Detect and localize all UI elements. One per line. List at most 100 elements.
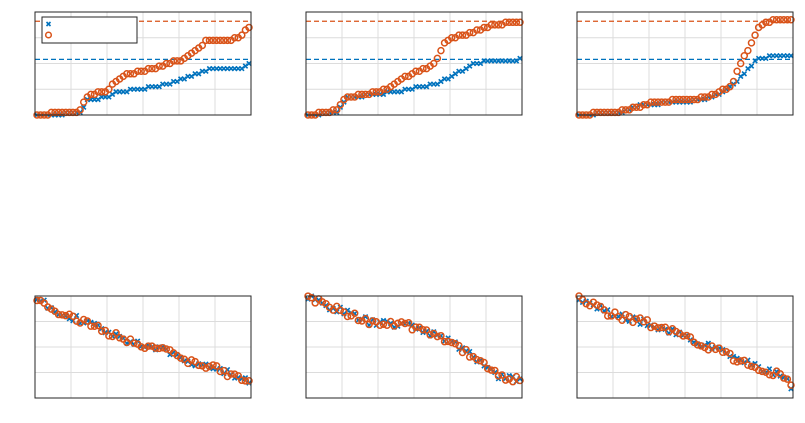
data-point-o <box>726 82 734 91</box>
data-point-o <box>629 103 637 112</box>
data-point-o <box>61 311 70 320</box>
data-point-o <box>780 15 788 24</box>
data-point-o <box>776 15 784 24</box>
data-point-o <box>491 21 499 29</box>
data-point-o <box>611 308 619 316</box>
data-point-o <box>376 321 384 330</box>
data-point-o <box>412 323 420 331</box>
data-point-o <box>162 345 171 353</box>
data-point-o <box>361 90 370 99</box>
data-point-o <box>343 312 352 321</box>
data-point-o <box>729 77 738 86</box>
data-point-o <box>787 381 795 389</box>
legend-marker-x <box>45 21 52 27</box>
data-point-o <box>498 371 506 379</box>
data-point-o <box>697 342 705 350</box>
data-point-o <box>654 324 662 332</box>
data-point-o <box>762 18 770 27</box>
data-point-o <box>401 319 409 328</box>
data-point-o <box>758 367 767 376</box>
data-point-o <box>101 326 110 335</box>
data-point-o <box>747 362 756 371</box>
data-point-o <box>401 72 409 81</box>
data-point-o <box>202 36 210 45</box>
data-point-o <box>776 370 784 378</box>
data-point-o <box>701 93 709 101</box>
data-point-o <box>397 318 406 326</box>
data-point-o <box>650 98 659 106</box>
data-point-o <box>76 106 84 114</box>
data-point-o <box>693 341 702 349</box>
data-point-o <box>97 327 106 335</box>
data-point-o <box>87 322 95 330</box>
data-point-o <box>137 343 145 351</box>
data-point-o <box>483 364 492 373</box>
data-point-o <box>216 367 225 376</box>
series-2 <box>33 296 253 385</box>
data-point-o <box>336 100 345 109</box>
data-point-o <box>747 39 756 47</box>
data-point-o <box>220 36 228 45</box>
data-point-o <box>347 93 355 101</box>
data-point-o <box>238 376 246 385</box>
data-point-o <box>462 345 470 354</box>
data-point-o <box>340 308 348 316</box>
data-point-o <box>647 323 655 332</box>
data-point-o <box>318 298 327 306</box>
data-point-o <box>708 90 716 99</box>
legend-box <box>41 16 138 44</box>
data-point-o <box>212 36 221 45</box>
data-point-o <box>426 331 434 339</box>
data-point-o <box>744 46 752 55</box>
series-2 <box>575 15 795 119</box>
data-point-o <box>79 315 88 324</box>
data-point-o <box>480 23 488 32</box>
data-point-o <box>679 332 687 340</box>
data-point-o <box>512 18 521 27</box>
data-point-o <box>123 70 131 78</box>
data-point-o <box>97 88 106 96</box>
data-point-o <box>621 310 630 319</box>
data-point-o <box>209 361 217 369</box>
data-point-o <box>487 366 496 374</box>
data-point-o <box>159 343 167 352</box>
data-point-o <box>230 370 239 378</box>
data-point-o <box>386 317 395 326</box>
data-point-o <box>787 15 795 24</box>
data-point-o <box>654 98 662 106</box>
data-point-o <box>722 348 731 356</box>
data-point-o <box>473 26 481 34</box>
data-point-o <box>205 36 214 45</box>
data-point-o <box>230 34 239 42</box>
data-point-o <box>451 340 460 348</box>
data-point-o <box>404 318 413 327</box>
data-point-o <box>69 312 77 321</box>
data-point-o <box>187 356 196 364</box>
data-point-o <box>733 67 741 75</box>
data-point-o <box>744 361 752 369</box>
data-point-x <box>788 53 794 59</box>
axes-box <box>34 11 252 116</box>
data-point-o <box>736 357 745 365</box>
data-point-o <box>223 36 232 45</box>
data-point-o <box>379 85 388 93</box>
data-point-o <box>754 366 763 375</box>
chart-panel-1 <box>33 11 253 119</box>
chart-panel-2 <box>304 11 524 119</box>
axes-box <box>576 11 794 116</box>
data-point-o <box>516 18 524 27</box>
data-point-o <box>354 90 363 99</box>
data-point-o <box>618 316 626 325</box>
data-point-o <box>444 337 452 346</box>
data-point-o <box>245 377 253 385</box>
data-point-o <box>625 312 634 321</box>
data-point-o <box>686 333 695 341</box>
data-point-o <box>79 98 88 106</box>
data-point-o <box>358 90 366 99</box>
data-point-o <box>675 95 684 104</box>
data-point-o <box>332 106 341 114</box>
chart-panel-4 <box>33 295 253 399</box>
data-point-o <box>772 15 781 24</box>
data-point-o <box>115 334 124 342</box>
